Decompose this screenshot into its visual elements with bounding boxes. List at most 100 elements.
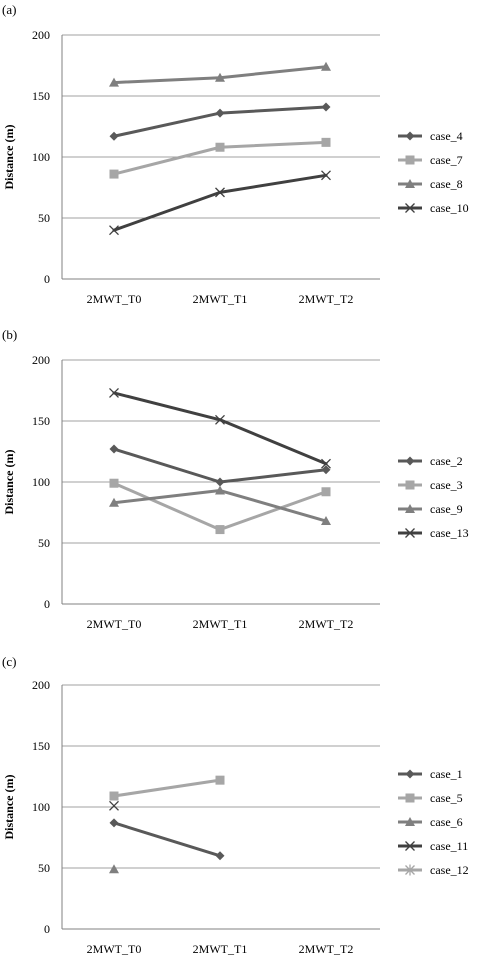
series-line	[112, 778, 222, 798]
legend-marker	[405, 131, 415, 141]
y-tick-label: 0	[44, 597, 50, 611]
y-tick-label: 50	[38, 536, 50, 550]
data-point	[215, 485, 225, 495]
series-case_5	[109, 775, 225, 801]
y-tick-label: 100	[32, 150, 50, 164]
series-line	[112, 821, 222, 858]
series-case_8	[109, 61, 331, 87]
legend-marker	[405, 155, 415, 165]
data-point	[215, 775, 225, 785]
series-case_3	[109, 478, 331, 535]
data-point	[109, 818, 119, 828]
legend-marker	[405, 793, 415, 803]
legend-item-case_3: case_3	[398, 478, 463, 492]
series-line	[218, 489, 328, 523]
series-case_10	[109, 170, 331, 236]
data-point	[321, 170, 331, 181]
y-axis-label: Distance (m)	[2, 125, 16, 190]
series-line	[112, 111, 222, 138]
chart-panel-3: (c) 0 50 100 150 200 Distance (m) 2MWT_T0 2MWT_T…	[2, 654, 469, 956]
series-line	[218, 105, 328, 115]
y-tick-label: 150	[32, 739, 50, 753]
legend-label: case_9	[430, 502, 463, 516]
series-line	[112, 391, 222, 422]
legend-item-case_5: case_5	[398, 791, 463, 805]
x-tick-label: 2MWT_T0	[87, 617, 142, 631]
legend-label: case_2	[430, 454, 463, 468]
data-point	[321, 137, 331, 147]
series-line	[218, 418, 328, 466]
series-line	[112, 481, 222, 532]
y-tick-label: 50	[38, 861, 50, 875]
legend-item-case_7: case_7	[398, 153, 463, 167]
y-tick-label: 0	[44, 922, 50, 936]
data-point	[215, 477, 225, 487]
data-point	[109, 225, 119, 236]
legend-marker	[405, 864, 415, 876]
x-tick-label: 2MWT_T1	[193, 292, 248, 306]
legend-item-case_10: case_10	[398, 201, 469, 215]
data-point	[109, 800, 119, 811]
legend-label: case_7	[430, 153, 463, 167]
y-tick-label: 150	[32, 89, 50, 103]
data-point	[215, 187, 225, 198]
series-case_1	[109, 818, 225, 861]
data-point	[321, 102, 331, 112]
data-point	[109, 478, 119, 488]
legend-label: case_12	[430, 863, 469, 877]
series-line	[218, 65, 328, 80]
legend-label: case_6	[430, 815, 463, 829]
legend-marker	[405, 480, 415, 490]
legend-marker	[405, 179, 415, 188]
y-tick-label: 200	[32, 353, 50, 367]
legend-marker	[405, 203, 415, 213]
legend-item-case_1: case_1	[398, 767, 463, 781]
data-point	[215, 525, 225, 535]
y-tick-label: 150	[32, 414, 50, 428]
data-point	[321, 516, 331, 526]
legend-label: case_3	[430, 478, 463, 492]
series-line	[218, 490, 328, 532]
data-point	[109, 497, 119, 507]
legend-marker	[405, 769, 415, 779]
legend-item-case_9: case_9	[398, 502, 463, 516]
data-point	[215, 142, 225, 152]
series-line	[112, 447, 222, 484]
data-point	[321, 61, 331, 71]
legend-label: case_11	[430, 839, 468, 853]
legend-marker	[405, 528, 415, 538]
legend-label: case_4	[430, 129, 463, 143]
series-case_11	[109, 800, 119, 811]
legend-item-case_6: case_6	[398, 815, 463, 829]
legend-label: case_13	[430, 526, 469, 540]
y-axis-label: Distance (m)	[2, 775, 16, 840]
data-point	[109, 77, 119, 87]
panel-label: (c)	[2, 654, 16, 669]
data-point	[321, 458, 331, 469]
x-tick-label: 2MWT_T2	[299, 292, 354, 306]
legend-marker	[405, 456, 415, 466]
legend-item-case_8: case_8	[398, 177, 463, 191]
series-line	[112, 145, 222, 176]
data-point	[109, 791, 119, 801]
series-case_7	[109, 137, 331, 179]
data-point	[215, 72, 225, 82]
data-point	[109, 169, 119, 179]
legend-label: case_5	[430, 791, 463, 805]
series-line	[218, 173, 328, 194]
x-tick-label: 2MWT_T2	[299, 617, 354, 631]
legend-item-case_4: case_4	[398, 129, 463, 143]
series-line	[112, 489, 222, 505]
y-tick-label: 100	[32, 475, 50, 489]
y-axis-label: Distance (m)	[2, 450, 16, 515]
x-tick-label: 2MWT_T2	[299, 942, 354, 956]
data-point	[109, 864, 119, 874]
legend-item-case_11: case_11	[398, 839, 468, 853]
data-point	[109, 387, 119, 398]
legend-item-case_13: case_13	[398, 526, 469, 540]
series-line	[112, 190, 222, 232]
chart-panel-1: (a) 0 50 100 150 200 Distance (m) 2MWT_T0 2MWT_T…	[2, 2, 469, 306]
y-tick-label: 0	[44, 272, 50, 286]
x-tick-label: 2MWT_T0	[87, 942, 142, 956]
